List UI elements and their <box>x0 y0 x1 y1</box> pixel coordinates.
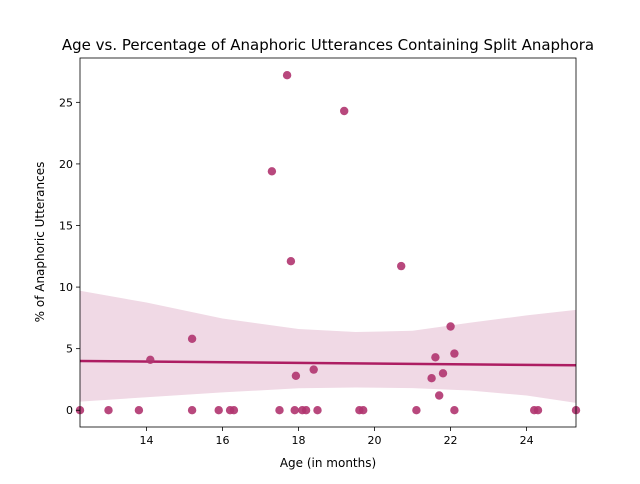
y-tick-label: 20 <box>59 158 73 171</box>
y-tick-label: 0 <box>66 404 73 417</box>
scatter-point <box>438 369 448 378</box>
scatter-point <box>359 406 368 415</box>
scatter-point <box>450 406 459 415</box>
x-axis-label: Age (in months) <box>280 456 376 470</box>
scatter-point <box>104 406 113 415</box>
scatter-point <box>229 406 239 415</box>
regression-line <box>79 359 577 367</box>
scatter-point <box>450 349 459 358</box>
scatter-point <box>533 406 543 415</box>
scatter-point <box>309 365 318 374</box>
scatter-point <box>340 106 349 116</box>
scatter-point <box>435 391 444 400</box>
scatter-point <box>187 334 197 343</box>
y-tick-label: 15 <box>59 220 73 233</box>
scatter-point <box>134 406 144 415</box>
scatter-point <box>427 374 436 383</box>
plot-frame <box>79 57 577 428</box>
x-tick-label: 24 <box>520 434 534 447</box>
y-axis-label: % of Anaphoric Utterances <box>33 162 47 323</box>
scatter-point <box>275 406 284 415</box>
x-tick-label: 22 <box>444 434 458 447</box>
confidence-band <box>80 290 576 403</box>
x-tick-label: 16 <box>216 434 230 447</box>
points-layer <box>75 71 581 415</box>
x-axis-ticks: 14 16 18 20 22 24 <box>140 427 534 447</box>
scatter-point <box>282 71 292 80</box>
confidence-band-layer <box>80 290 576 403</box>
scatter-point <box>431 353 440 362</box>
chart-title: Age vs. Percentage of Anaphoric Utteranc… <box>62 36 594 54</box>
y-axis-ticks: 0 5 10 15 20 25 <box>59 96 80 417</box>
scatter-point <box>313 406 322 415</box>
scatter-point <box>187 406 197 415</box>
scatter-point <box>290 406 299 415</box>
x-tick-label: 14 <box>140 434 154 447</box>
regression-line-layer <box>79 359 577 367</box>
scatter-point <box>412 406 421 415</box>
x-tick-label: 18 <box>292 434 306 447</box>
y-tick-label: 10 <box>59 281 73 294</box>
scatter-point <box>301 406 311 415</box>
scatter-point <box>146 355 155 364</box>
y-tick-label: 25 <box>59 96 73 109</box>
y-tick-label: 5 <box>66 343 73 356</box>
scatter-point <box>214 406 223 415</box>
scatter-point <box>267 167 277 176</box>
scatter-point <box>397 261 406 271</box>
scatter-point <box>286 257 296 266</box>
scatter-point <box>291 371 301 380</box>
x-tick-label: 20 <box>368 434 382 447</box>
scatter-point <box>446 322 455 331</box>
